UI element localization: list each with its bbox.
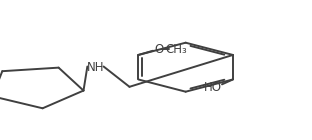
Text: HO: HO (204, 81, 222, 94)
Text: CH₃: CH₃ (165, 43, 187, 56)
Text: NH: NH (86, 61, 104, 74)
Text: O: O (154, 43, 163, 56)
